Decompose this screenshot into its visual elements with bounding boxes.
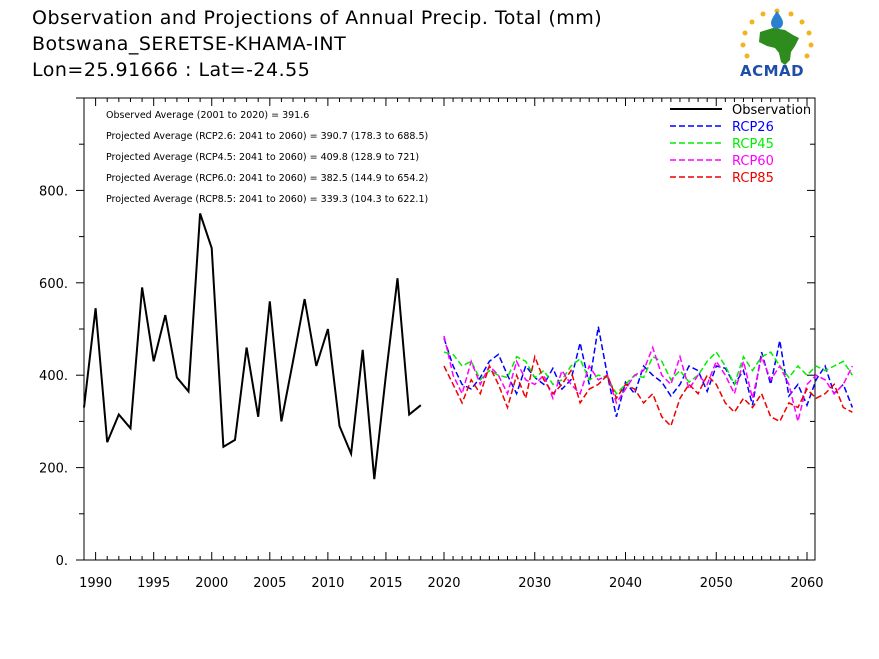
- legend-label-rcp45: RCP45: [732, 137, 774, 152]
- series-line-rcp85: [443, 354, 853, 428]
- series-line-rcp60: [443, 335, 854, 422]
- annotation-text: Projected Average (RCP4.5: 2041 to 2060)…: [106, 152, 419, 163]
- x-tick-label: 2015: [369, 576, 402, 591]
- acmad-logo-text: ACMAD: [740, 62, 805, 80]
- annotation-text: Projected Average (RCP6.0: 2041 to 2060)…: [106, 173, 428, 184]
- x-tick-label: 2010: [311, 576, 344, 591]
- legend-label-rcp85: RCP85: [732, 171, 774, 186]
- x-tick-label: 2060: [790, 576, 823, 591]
- x-tick-label: 2040: [609, 576, 642, 591]
- legend-label-rcp60: RCP60: [732, 154, 774, 169]
- y-tick-label: 400.: [39, 369, 68, 384]
- y-tick-label: 800.: [39, 184, 68, 199]
- annotation-text: Observed Average (2001 to 2020) = 391.6: [106, 110, 309, 121]
- acmad-logo-icon: [740, 8, 814, 65]
- x-tick-label: 2020: [427, 576, 460, 591]
- x-tick-label: 1995: [137, 576, 170, 591]
- x-tick-label: 2030: [518, 576, 551, 591]
- legend-label-rcp26: RCP26: [732, 120, 774, 135]
- plot-frame: [83, 97, 816, 561]
- y-tick-label: 0.: [56, 554, 68, 569]
- annotation-text: Projected Average (RCP8.5: 2041 to 2060)…: [106, 194, 428, 205]
- x-tick-label: 2005: [253, 576, 286, 591]
- series-line-rcp26: [443, 326, 854, 417]
- y-tick-label: 200.: [39, 462, 68, 477]
- x-tick-label: 2050: [700, 576, 733, 591]
- chart-title-line-2: Botswana_SERETSE-KHAMA-INT: [32, 33, 347, 55]
- y-tick-label: 600.: [39, 277, 68, 292]
- chart-title-line-3: Lon=25.91666 : Lat=-24.55: [32, 59, 311, 81]
- x-tick-label: 2000: [195, 576, 228, 591]
- series-line-observation: [83, 213, 422, 480]
- annotation-text: Projected Average (RCP2.6: 2041 to 2060)…: [106, 131, 428, 142]
- x-tick-label: 1990: [79, 576, 112, 591]
- legend-label-observation: Observation: [732, 103, 811, 118]
- chart-title-line-1: Observation and Projections of Annual Pr…: [32, 7, 603, 29]
